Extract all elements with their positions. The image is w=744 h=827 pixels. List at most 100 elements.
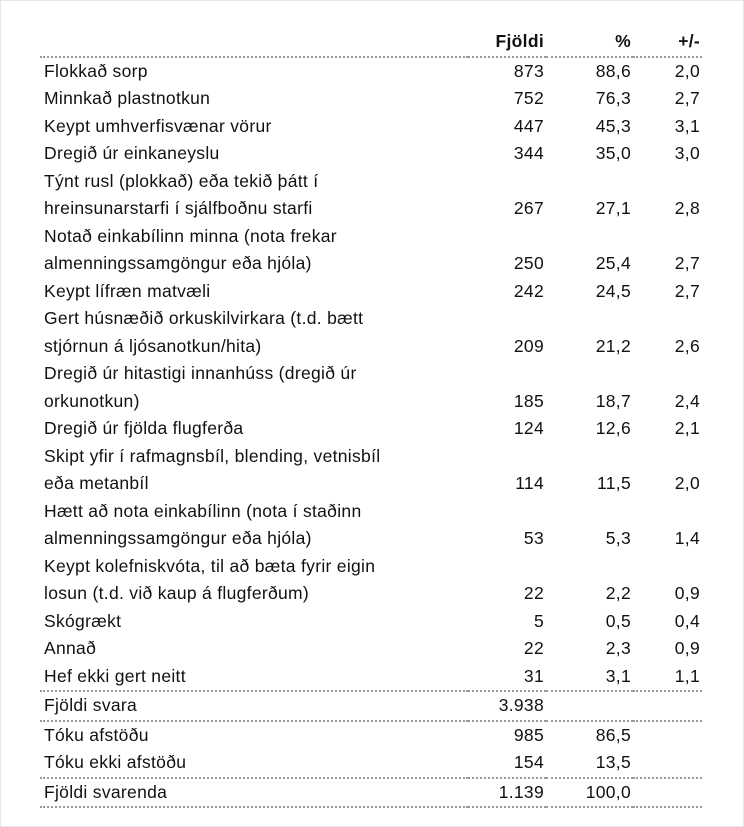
label-line: stjórnun á ljósanotkun/hita) (44, 335, 262, 356)
label-line: Annað (44, 638, 97, 658)
value-cell: 21,2 (595, 335, 631, 356)
row-label: Notað einkabílinn minna (nota frekar alme… (40, 223, 468, 278)
value-cell: 5,3 (605, 528, 631, 548)
value-cell: 114 (515, 473, 544, 493)
value-cell: 1,1 (674, 665, 700, 686)
value-cell: 209 (513, 335, 544, 356)
value-cell: 2,6 (674, 335, 700, 356)
table-row: Minnkað plastnotkun 752 76,3 2,7 (40, 85, 702, 113)
value-cell (633, 749, 702, 778)
table-section: Flokkað sorp 873 88,6 2,0 Minnkað plastnotku… (40, 57, 702, 692)
table-row: Tóku afstöðu 985 86,5 (40, 721, 702, 750)
value-cell: 35,0 (595, 143, 631, 163)
row-label: Dregið úr fjölda flugferða (40, 415, 468, 443)
value-cell: 2,0 (674, 60, 700, 81)
value-cell: 12,6 (595, 418, 631, 438)
row-label: Keypt umhverfisvænar vörur (40, 113, 468, 141)
value-cell: 2,7 (674, 88, 700, 108)
value-cell: 0,9 (674, 583, 700, 603)
value-cell: 3.938 (498, 695, 544, 715)
value-cell: 242 (513, 280, 544, 301)
value-cell: 752 (513, 88, 544, 108)
label-line: hreinsunarstarfi í sjálfboðnu starfi (44, 198, 313, 218)
label-line: Skipt yfir í rafmagnsbíl, blending, vetn… (44, 445, 381, 466)
label-line: Dregið úr einkaneyslu (44, 143, 220, 163)
label-line: Keypt lífræn matvæli (44, 280, 211, 301)
value-cell: 873 (513, 60, 544, 81)
label-line: Fjöldi svarenda (44, 781, 168, 802)
table-row: Dregið úr einkaneyslu 344 35,0 3,0 (40, 140, 702, 168)
row-label: Annað (40, 635, 468, 663)
row-label: Minnkað plastnotkun (40, 85, 468, 113)
value-cell: 13,5 (595, 752, 631, 772)
row-label: Hætt að nota einkabílinn (nota í staðinn… (40, 498, 468, 553)
value-cell: 22 (523, 583, 544, 603)
table-row: Annað 22 2,3 0,9 (40, 635, 702, 663)
header-cell: % (615, 31, 631, 51)
label-line: almenningssamgöngur eða hjóla) (44, 528, 312, 548)
label-line: Notað einkabílinn minna (nota frekar (44, 225, 337, 246)
value-cell: 154 (513, 752, 544, 772)
value-cell: 2,0 (674, 473, 700, 493)
label-line: Flokkað sorp (44, 60, 148, 81)
value-cell: 31 (523, 665, 544, 686)
value-cell: 2,4 (674, 390, 700, 411)
value-cell: 2,7 (674, 253, 700, 273)
value-cell: 267 (513, 198, 544, 218)
table-row: Fjöldi svara 3.938 (40, 691, 702, 721)
table-row: Skógrækt 5 0,5 0,4 (40, 608, 702, 636)
value-cell: 88,6 (595, 60, 631, 81)
label-line: Tóku ekki afstöðu (44, 752, 187, 772)
value-cell: 2,3 (605, 638, 631, 658)
label-line: losun (t.d. við kaup á flugferðum) (44, 583, 310, 603)
value-cell: 5 (533, 610, 544, 631)
table-head: Fjöldi % +/- (40, 28, 702, 57)
header-cell: +/- (678, 31, 700, 51)
table-row: Keypt kolefniskvóta, til að bæta fyrir e… (40, 553, 702, 608)
table-row: Hef ekki gert neitt 31 3,1 1,1 (40, 663, 702, 692)
value-cell: 344 (513, 143, 544, 163)
row-label: Hef ekki gert neitt (40, 663, 468, 692)
value-cell: 985 (513, 724, 544, 745)
label-line: Dregið úr fjölda flugferða (44, 418, 244, 438)
header-cell (40, 28, 468, 57)
row-label: Dregið úr hitastigi innanhúss (dregið úr… (40, 360, 468, 415)
label-line: Keypt kolefniskvóta, til að bæta fyrir e… (44, 555, 376, 576)
value-cell: 124 (513, 418, 544, 438)
value-cell: 1.139 (498, 781, 544, 802)
value-cell: 0,9 (674, 638, 700, 658)
table-section: Fjöldi svara 3.938 (40, 691, 702, 721)
value-cell (633, 721, 702, 750)
row-label: Fjöldi svarenda (40, 778, 468, 808)
value-cell: 53 (523, 528, 544, 548)
value-cell: 3,1 (674, 115, 700, 136)
row-label: Keypt lífræn matvæli (40, 278, 468, 306)
table-row: Tóku ekki afstöðu 154 13,5 (40, 749, 702, 778)
label-line: Minnkað plastnotkun (44, 88, 211, 108)
table-row: Dregið úr hitastigi innanhúss (dregið úr… (40, 360, 702, 415)
table-row: Flokkað sorp 873 88,6 2,0 (40, 57, 702, 86)
label-line: Skógrækt (44, 610, 122, 631)
table-row: Gert húsnæðið orkuskilvirkara (t.d. bætt… (40, 305, 702, 360)
label-line: Hætt að nota einkabílinn (nota í staðinn (44, 500, 362, 521)
value-cell: 86,5 (595, 724, 631, 745)
value-cell: 0,5 (605, 610, 631, 631)
table-row: Keypt umhverfisvænar vörur 447 45,3 3,1 (40, 113, 702, 141)
row-label: Fjöldi svara (40, 691, 468, 721)
header-cell: Fjöldi (495, 31, 544, 51)
value-cell: 18,7 (595, 390, 631, 411)
value-cell: 3,1 (605, 665, 631, 686)
table-row: Notað einkabílinn minna (nota frekar alme… (40, 223, 702, 278)
row-label: Flokkað sorp (40, 57, 468, 86)
label-line: orkunotkun) (44, 390, 140, 411)
row-label: Skipt yfir í rafmagnsbíl, blending, vetn… (40, 443, 468, 498)
value-cell: 250 (513, 253, 544, 273)
value-cell (633, 778, 702, 808)
label-line: Dregið úr hitastigi innanhúss (dregið úr (44, 363, 357, 383)
value-cell (546, 691, 633, 721)
value-cell: 447 (513, 115, 544, 136)
label-line: Tóku afstöðu (44, 724, 149, 745)
row-label: Dregið úr einkaneyslu (40, 140, 468, 168)
label-line: almenningssamgöngur eða hjóla) (44, 253, 312, 273)
